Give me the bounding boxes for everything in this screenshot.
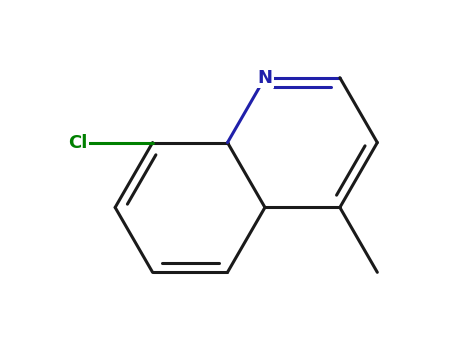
Text: Cl: Cl: [68, 134, 87, 152]
Text: N: N: [258, 69, 273, 87]
